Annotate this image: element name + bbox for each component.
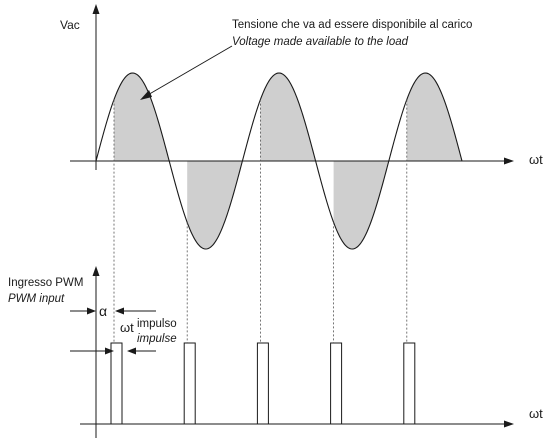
annotation-english: Voltage made available to the load	[232, 36, 409, 48]
alignment-guides	[113, 99, 408, 344]
alpha-right-arrowhead	[115, 307, 124, 315]
bottom-x-axis-arrowhead	[504, 420, 514, 428]
conduction-shade	[114, 73, 170, 161]
pwm-input-label-italian: Ingresso PWM	[8, 277, 83, 289]
pwm-pulse	[403, 342, 416, 425]
bottom-x-axis-label: ωt	[529, 406, 543, 421]
conduction-shade	[187, 161, 243, 249]
omega-t-label: ωt	[120, 320, 134, 335]
annotation-pointer-line	[145, 45, 233, 97]
conduction-shade	[333, 161, 389, 249]
pwm-pulse	[183, 342, 196, 425]
top-graph: Vac ωt Tensione che va ad essere disponi…	[60, 4, 543, 250]
top-x-axis-arrowhead	[504, 157, 514, 165]
pwm-pulse	[110, 342, 123, 425]
impulse-label-english: impulse	[137, 333, 177, 345]
impulse-label-italian: impulso	[137, 318, 177, 330]
conduction-shade	[260, 73, 316, 161]
conduction-shades	[114, 73, 462, 249]
impulse-right-arrowhead	[127, 347, 136, 355]
pwm-input-label-english: PWM input	[8, 293, 65, 305]
pwm-pulse	[256, 342, 269, 425]
pwm-pulses	[110, 342, 416, 425]
alpha-label: α	[99, 303, 107, 319]
alpha-left-arrowhead	[87, 307, 96, 315]
top-y-axis-label: Vac	[60, 18, 80, 32]
top-x-axis-label: ωt	[529, 152, 543, 167]
ac-sine-wave	[95, 72, 463, 250]
bottom-graph: Ingresso PWM PWM input ωt α ωt impulso i…	[8, 266, 543, 438]
pwm-pulse	[330, 342, 343, 425]
top-y-axis-arrowhead	[92, 4, 100, 14]
bottom-y-axis-arrowhead	[92, 266, 100, 276]
annotation-pointer-arrowhead	[140, 90, 152, 100]
annotation-italian: Tensione che va ad essere disponibile al…	[232, 19, 472, 31]
conduction-shade	[406, 73, 462, 161]
impulse-left-arrowhead	[105, 347, 114, 355]
